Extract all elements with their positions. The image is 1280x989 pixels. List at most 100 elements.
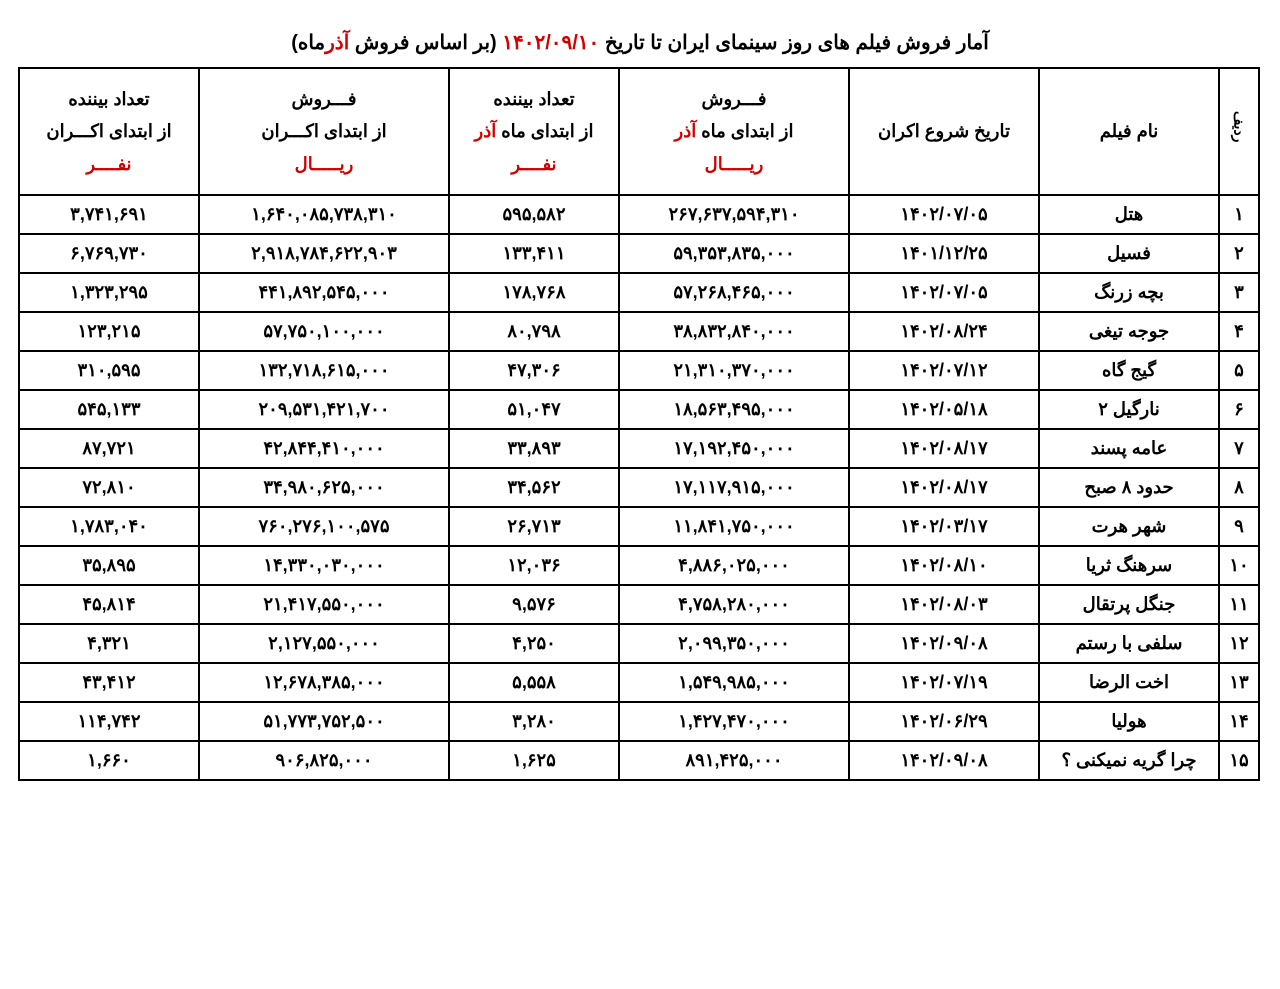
cell-viewers-total: ۵۴۵,۱۳۳ xyxy=(19,390,199,429)
table-row: ۹شهر هرت۱۴۰۲/۰۳/۱۷۱۱,۸۴۱,۷۵۰,۰۰۰۲۶,۷۱۳۷۶… xyxy=(19,507,1259,546)
cell-viewers-month: ۵۹۵,۵۸۲ xyxy=(449,195,619,234)
cell-sales-month: ۱۷,۱۱۷,۹۱۵,۰۰۰ xyxy=(619,468,849,507)
cell-sales-month: ۱۱,۸۴۱,۷۵۰,۰۰۰ xyxy=(619,507,849,546)
cell-idx: ۷ xyxy=(1219,429,1259,468)
cell-sales-month: ۲۱,۳۱۰,۳۷۰,۰۰۰ xyxy=(619,351,849,390)
cell-sales-total: ۲,۹۱۸,۷۸۴,۶۲۲,۹۰۳ xyxy=(199,234,449,273)
cell-name: سلفی با رستم xyxy=(1039,624,1219,663)
cell-date: ۱۴۰۲/۰۵/۱۸ xyxy=(849,390,1039,429)
cell-name: گیج گاه xyxy=(1039,351,1219,390)
cell-sales-total: ۳۴,۹۸۰,۶۲۵,۰۰۰ xyxy=(199,468,449,507)
cell-date: ۱۴۰۲/۰۹/۰۸ xyxy=(849,624,1039,663)
cell-sales-total: ۴۴۱,۸۹۲,۵۴۵,۰۰۰ xyxy=(199,273,449,312)
title-suffix-open: (بر اساس فروش xyxy=(349,32,502,54)
cell-name: حدود ۸ صبح xyxy=(1039,468,1219,507)
cell-viewers-total: ۷۲,۸۱۰ xyxy=(19,468,199,507)
cell-sales-total: ۵۷,۷۵۰,۱۰۰,۰۰۰ xyxy=(199,312,449,351)
cell-viewers-month: ۴۷,۳۰۶ xyxy=(449,351,619,390)
cell-viewers-month: ۴,۲۵۰ xyxy=(449,624,619,663)
table-row: ۸حدود ۸ صبح۱۴۰۲/۰۸/۱۷۱۷,۱۱۷,۹۱۵,۰۰۰۳۴,۵۶… xyxy=(19,468,1259,507)
cell-sales-month: ۱۸,۵۶۳,۴۹۵,۰۰۰ xyxy=(619,390,849,429)
cell-viewers-total: ۳,۷۴۱,۶۹۱ xyxy=(19,195,199,234)
cell-viewers-month: ۳۳,۸۹۳ xyxy=(449,429,619,468)
cell-viewers-month: ۵,۵۵۸ xyxy=(449,663,619,702)
cell-date: ۱۴۰۲/۰۷/۱۹ xyxy=(849,663,1039,702)
cell-date: ۱۴۰۲/۰۸/۱۰ xyxy=(849,546,1039,585)
cell-date: ۱۴۰۲/۰۷/۰۵ xyxy=(849,273,1039,312)
cell-sales-total: ۴۲,۸۴۴,۴۱۰,۰۰۰ xyxy=(199,429,449,468)
table-row: ۵گیج گاه۱۴۰۲/۰۷/۱۲۲۱,۳۱۰,۳۷۰,۰۰۰۴۷,۳۰۶۱۳… xyxy=(19,351,1259,390)
page-container: آمار فروش فیلم های روز سینمای ایران تا ت… xyxy=(20,30,1260,781)
table-row: ۳بچه زرنگ۱۴۰۲/۰۷/۰۵۵۷,۲۶۸,۴۶۵,۰۰۰۱۷۸,۷۶۸… xyxy=(19,273,1259,312)
cell-viewers-total: ۴۳,۴۱۲ xyxy=(19,663,199,702)
cell-name: هولیا xyxy=(1039,702,1219,741)
col-viewers-month-header: تعداد بیننده از ابتدای ماه آذر نفــــر xyxy=(449,68,619,195)
cell-idx: ۱۲ xyxy=(1219,624,1259,663)
cell-sales-total: ۱۴,۳۳۰,۰۳۰,۰۰۰ xyxy=(199,546,449,585)
cell-sales-month: ۲۶۷,۶۳۷,۵۹۴,۳۱۰ xyxy=(619,195,849,234)
cell-date: ۱۴۰۲/۰۸/۲۴ xyxy=(849,312,1039,351)
cell-sales-total: ۱,۶۴۰,۰۸۵,۷۳۸,۳۱۰ xyxy=(199,195,449,234)
cell-viewers-month: ۸۰,۷۹۸ xyxy=(449,312,619,351)
cell-name: جوجه تیغی xyxy=(1039,312,1219,351)
sales-table: ردیف نام فیلم تاریخ شروع اکران فـــروش ا… xyxy=(18,67,1260,781)
table-body: ۱هتل۱۴۰۲/۰۷/۰۵۲۶۷,۶۳۷,۵۹۴,۳۱۰۵۹۵,۵۸۲۱,۶۴… xyxy=(19,195,1259,780)
cell-viewers-total: ۱,۷۸۳,۰۴۰ xyxy=(19,507,199,546)
cell-viewers-total: ۱,۶۶۰ xyxy=(19,741,199,780)
cell-sales-total: ۷۶۰,۲۷۶,۱۰۰,۵۷۵ xyxy=(199,507,449,546)
cell-viewers-total: ۳۵,۸۹۵ xyxy=(19,546,199,585)
header-row: ردیف نام فیلم تاریخ شروع اکران فـــروش ا… xyxy=(19,68,1259,195)
cell-name: شهر هرت xyxy=(1039,507,1219,546)
cell-idx: ۱۴ xyxy=(1219,702,1259,741)
cell-viewers-total: ۱۲۳,۲۱۵ xyxy=(19,312,199,351)
cell-viewers-month: ۵۱,۰۴۷ xyxy=(449,390,619,429)
cell-idx: ۱۳ xyxy=(1219,663,1259,702)
cell-idx: ۶ xyxy=(1219,390,1259,429)
cell-sales-total: ۲,۱۲۷,۵۵۰,۰۰۰ xyxy=(199,624,449,663)
cell-name: اخت الرضا xyxy=(1039,663,1219,702)
cell-idx: ۸ xyxy=(1219,468,1259,507)
col-date-header: تاریخ شروع اکران xyxy=(849,68,1039,195)
cell-viewers-total: ۱,۳۲۳,۲۹۵ xyxy=(19,273,199,312)
cell-idx: ۵ xyxy=(1219,351,1259,390)
col-sales-month-header: فـــروش از ابتدای ماه آذر ریـــــال xyxy=(619,68,849,195)
cell-name: سرهنگ ثریا xyxy=(1039,546,1219,585)
cell-sales-month: ۴,۷۵۸,۲۸۰,۰۰۰ xyxy=(619,585,849,624)
cell-sales-month: ۸۹۱,۴۲۵,۰۰۰ xyxy=(619,741,849,780)
cell-idx: ۲ xyxy=(1219,234,1259,273)
table-row: ۷عامه پسند۱۴۰۲/۰۸/۱۷۱۷,۱۹۲,۴۵۰,۰۰۰۳۳,۸۹۳… xyxy=(19,429,1259,468)
cell-viewers-month: ۹,۵۷۶ xyxy=(449,585,619,624)
page-title: آمار فروش فیلم های روز سینمای ایران تا ت… xyxy=(20,30,1260,55)
cell-viewers-total: ۳۱۰,۵۹۵ xyxy=(19,351,199,390)
cell-sales-total: ۱۳۲,۷۱۸,۶۱۵,۰۰۰ xyxy=(199,351,449,390)
cell-viewers-total: ۴,۳۲۱ xyxy=(19,624,199,663)
col-idx-header: ردیف xyxy=(1219,68,1259,195)
cell-name: جنگل پرتقال xyxy=(1039,585,1219,624)
cell-viewers-total: ۱۱۴,۷۴۲ xyxy=(19,702,199,741)
cell-sales-total: ۹۰۶,۸۲۵,۰۰۰ xyxy=(199,741,449,780)
cell-sales-month: ۴,۸۸۶,۰۲۵,۰۰۰ xyxy=(619,546,849,585)
cell-viewers-month: ۱۲,۰۳۶ xyxy=(449,546,619,585)
cell-date: ۱۴۰۲/۰۷/۰۵ xyxy=(849,195,1039,234)
cell-sales-month: ۱,۵۴۹,۹۸۵,۰۰۰ xyxy=(619,663,849,702)
cell-idx: ۱۱ xyxy=(1219,585,1259,624)
cell-sales-month: ۵۹,۳۵۳,۸۳۵,۰۰۰ xyxy=(619,234,849,273)
cell-viewers-month: ۳,۲۸۰ xyxy=(449,702,619,741)
cell-name: هتل xyxy=(1039,195,1219,234)
cell-viewers-month: ۱۳۳,۴۱۱ xyxy=(449,234,619,273)
cell-viewers-total: ۶,۷۶۹,۷۳۰ xyxy=(19,234,199,273)
cell-sales-month: ۱۷,۱۹۲,۴۵۰,۰۰۰ xyxy=(619,429,849,468)
cell-sales-month: ۳۸,۸۳۲,۸۴۰,۰۰۰ xyxy=(619,312,849,351)
table-row: ۱۲سلفی با رستم۱۴۰۲/۰۹/۰۸۲,۰۹۹,۳۵۰,۰۰۰۴,۲… xyxy=(19,624,1259,663)
cell-viewers-month: ۳۴,۵۶۲ xyxy=(449,468,619,507)
cell-date: ۱۴۰۲/۰۹/۰۸ xyxy=(849,741,1039,780)
table-row: ۴جوجه تیغی۱۴۰۲/۰۸/۲۴۳۸,۸۳۲,۸۴۰,۰۰۰۸۰,۷۹۸… xyxy=(19,312,1259,351)
table-row: ۱هتل۱۴۰۲/۰۷/۰۵۲۶۷,۶۳۷,۵۹۴,۳۱۰۵۹۵,۵۸۲۱,۶۴… xyxy=(19,195,1259,234)
table-row: ۱۳اخت الرضا۱۴۰۲/۰۷/۱۹۱,۵۴۹,۹۸۵,۰۰۰۵,۵۵۸۱… xyxy=(19,663,1259,702)
table-row: ۶نارگیل ۲۱۴۰۲/۰۵/۱۸۱۸,۵۶۳,۴۹۵,۰۰۰۵۱,۰۴۷۲… xyxy=(19,390,1259,429)
cell-date: ۱۴۰۲/۰۸/۰۳ xyxy=(849,585,1039,624)
cell-date: ۱۴۰۲/۰۶/۲۹ xyxy=(849,702,1039,741)
cell-sales-total: ۲۰۹,۵۳۱,۴۲۱,۷۰۰ xyxy=(199,390,449,429)
cell-idx: ۱۵ xyxy=(1219,741,1259,780)
table-row: ۱۱جنگل پرتقال۱۴۰۲/۰۸/۰۳۴,۷۵۸,۲۸۰,۰۰۰۹,۵۷… xyxy=(19,585,1259,624)
